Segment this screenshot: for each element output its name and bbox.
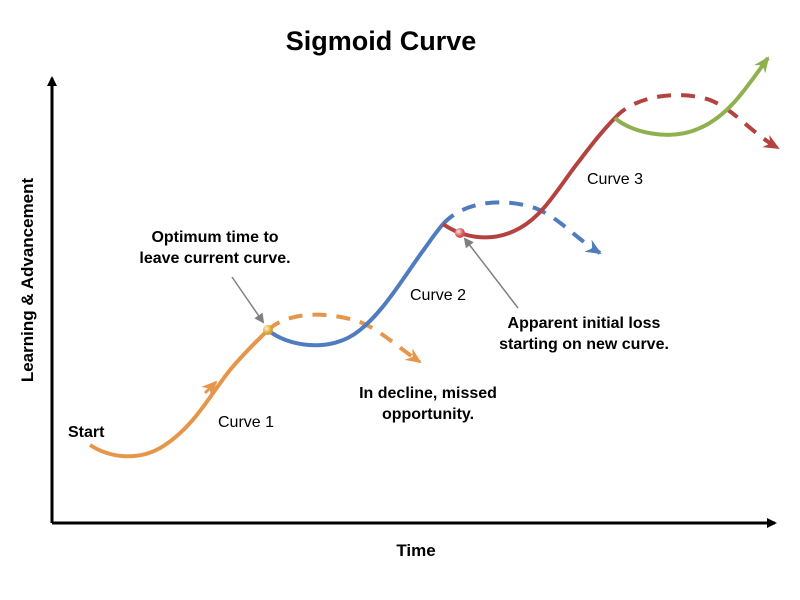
- curve-3-decline-dashed: [613, 93, 780, 150]
- loss-label-line2: starting on new curve.: [499, 336, 669, 353]
- curve-3-label: Curve 3: [587, 171, 643, 188]
- optimum-label-line1: Optimum time to: [151, 229, 278, 246]
- optimum-point: [263, 325, 273, 335]
- curve-1-label: Curve 1: [218, 414, 274, 431]
- curve-2: [266, 222, 445, 348]
- optimum-pointer-arrow: [231, 276, 265, 324]
- curve-2-decline-dashed: [441, 200, 602, 255]
- curve-4: [613, 56, 770, 137]
- optimum-label-line2: leave current curve.: [139, 250, 290, 267]
- curve-1-arrow-icon: [201, 380, 218, 397]
- x-axis-label: Time: [396, 541, 435, 560]
- loss-label-line1: Apparent initial loss: [508, 315, 661, 332]
- curve-1-decline-dashed: [266, 312, 422, 364]
- curve-1: [88, 328, 270, 459]
- initial-loss-point: [455, 228, 465, 238]
- start-label: Start: [68, 424, 105, 441]
- loss-pointer-arrow: [463, 237, 519, 309]
- decline-label-line2: opportunity.: [382, 406, 474, 423]
- curve-3: [441, 116, 617, 240]
- curve-2-label: Curve 2: [410, 287, 466, 304]
- y-axis-label: Learning & Advancement: [18, 177, 37, 382]
- diagram-title: Sigmoid Curve: [286, 26, 477, 56]
- decline-label-line1: In decline, missed: [359, 385, 497, 402]
